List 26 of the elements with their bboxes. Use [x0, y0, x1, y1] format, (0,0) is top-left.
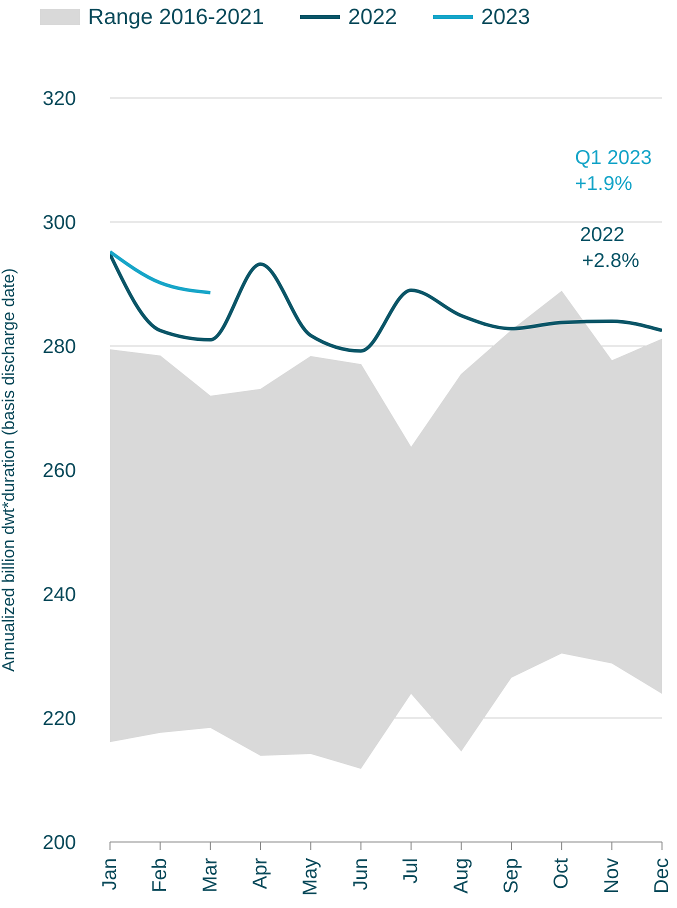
y-tick-label: 240: [42, 584, 76, 606]
x-tick-label: Aug: [450, 858, 472, 894]
legend-label: 2023: [481, 4, 530, 30]
x-tick-label: Jun: [350, 858, 372, 890]
legend-label: Range 2016-2021: [88, 4, 264, 30]
y-tick-label: 200: [42, 832, 76, 854]
y-tick-label: 300: [42, 212, 76, 234]
x-tick-label: Jul: [400, 858, 422, 884]
line-series: [110, 252, 662, 353]
y-tick-label: 320: [42, 88, 76, 110]
x-tick-label: Feb: [149, 858, 172, 892]
y-axis-title: Annualized billion dwt*duration (basis discharge date): [0, 268, 18, 672]
y-tick-label: 220: [42, 708, 76, 730]
y-tick-label: 280: [42, 336, 76, 358]
x-tick-label: Dec: [651, 858, 673, 894]
x-tick-label: Sep: [500, 858, 522, 894]
x-tick-label: Nov: [600, 858, 623, 894]
x-tick-label: Jan: [99, 858, 121, 890]
annotation: 2022 +2.8%: [580, 223, 640, 274]
legend-label: 2022: [348, 4, 398, 30]
y-tick-label: 260: [42, 460, 76, 482]
x-tick-label: Mar: [199, 858, 222, 892]
x-tick-label: Apr: [250, 858, 272, 890]
x-tick-label: Oct: [550, 858, 573, 890]
x-tick-label: May: [300, 858, 322, 896]
annotation: Q1 2023 +1.9%: [575, 146, 652, 197]
